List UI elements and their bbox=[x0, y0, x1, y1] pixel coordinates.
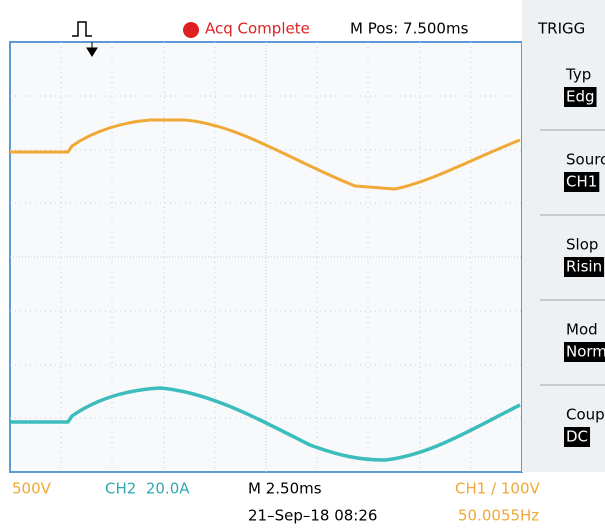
status-text: Acq Complete bbox=[205, 20, 310, 38]
frequency: 50.0055Hz bbox=[458, 507, 539, 525]
menu-value: CH1 bbox=[566, 173, 597, 191]
ch2-scale: CH2 20.0A bbox=[105, 480, 190, 498]
status-indicator bbox=[183, 22, 199, 38]
menu-value: Norm bbox=[566, 343, 605, 361]
menu-label: Sourc bbox=[566, 151, 605, 169]
scope-screen: Acq Complete M Pos: 7.500ms TRIGG Typ Edg… bbox=[0, 0, 605, 525]
page: Acq Complete M Pos: 7.500ms TRIGG Typ Edg… bbox=[0, 0, 605, 525]
menu-value: Edg bbox=[566, 88, 595, 106]
menu-label: Slop bbox=[566, 236, 598, 254]
menu-label: Typ bbox=[565, 66, 591, 84]
menu-value: Risin bbox=[566, 258, 602, 276]
ch1-scale: 500V bbox=[12, 480, 52, 498]
menu-value: DC bbox=[566, 428, 588, 446]
position-text: M Pos: 7.500ms bbox=[350, 20, 469, 38]
timebase: M 2.50ms bbox=[248, 480, 322, 498]
menu-title: TRIGG bbox=[537, 20, 585, 38]
trigger-setting: CH1 / 100V bbox=[455, 480, 541, 498]
datetime: 21–Sep–18 08:26 bbox=[248, 507, 377, 525]
menu-label: Coupli bbox=[566, 406, 605, 424]
menu-label: Mod bbox=[566, 321, 598, 339]
